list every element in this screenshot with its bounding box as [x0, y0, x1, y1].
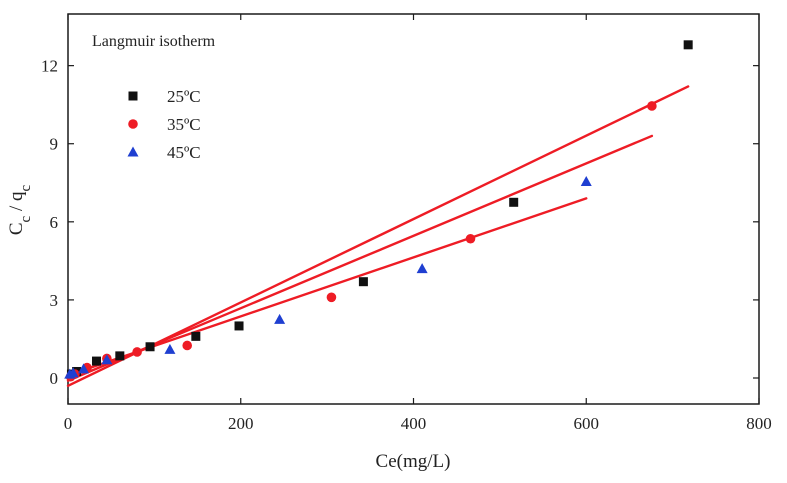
y-tick-label: 9 — [50, 135, 59, 154]
y-tick-label: 3 — [50, 291, 59, 310]
data-point — [234, 321, 244, 331]
data-point — [132, 347, 142, 357]
x-tick-label: 800 — [746, 414, 772, 433]
plot-frame — [67, 13, 760, 405]
data-point — [191, 331, 201, 341]
legend-label: 25ºC — [167, 87, 201, 106]
data-point — [416, 263, 428, 274]
data-point — [145, 342, 155, 352]
data-point — [115, 351, 125, 361]
data-point — [92, 356, 102, 366]
data-point — [78, 363, 90, 374]
legend-label: 45ºC — [167, 143, 201, 162]
data-point — [164, 343, 176, 354]
data-point — [509, 197, 519, 207]
legend-marker — [128, 91, 138, 101]
data-point — [274, 313, 286, 324]
legend: 25ºC 35ºC 45ºC — [127, 87, 201, 162]
x-axis-title: Ce(mg/L) — [376, 451, 451, 472]
data-point — [326, 292, 337, 303]
data-point — [67, 367, 79, 378]
x-tick-label: 200 — [228, 414, 254, 433]
legend-marker — [128, 119, 138, 129]
x-tick-label: 0 — [64, 414, 73, 433]
data-point — [683, 40, 693, 50]
data-point — [101, 354, 113, 365]
axis-ticks: 0 200 400 600 800 0 3 6 9 12 — [41, 14, 772, 433]
x-tick-label: 400 — [401, 414, 427, 433]
fit-lines — [66, 85, 690, 388]
y-axis-title: Cc / qc — [6, 185, 34, 236]
legend-marker — [127, 146, 139, 157]
y-tick-label: 12 — [41, 57, 58, 76]
y-tick-label: 6 — [50, 213, 59, 232]
fit-line — [66, 85, 690, 388]
data-point — [647, 101, 657, 111]
legend-label: 35ºC — [167, 115, 201, 134]
data-point — [182, 340, 192, 351]
data-points — [64, 40, 693, 382]
data-point — [358, 277, 368, 287]
y-tick-label: 0 — [50, 369, 59, 388]
data-point — [465, 233, 476, 244]
annotation-text: Langmuir isotherm — [92, 33, 216, 50]
data-point — [580, 175, 592, 186]
fit-line — [66, 134, 654, 382]
x-tick-label: 600 — [574, 414, 600, 433]
